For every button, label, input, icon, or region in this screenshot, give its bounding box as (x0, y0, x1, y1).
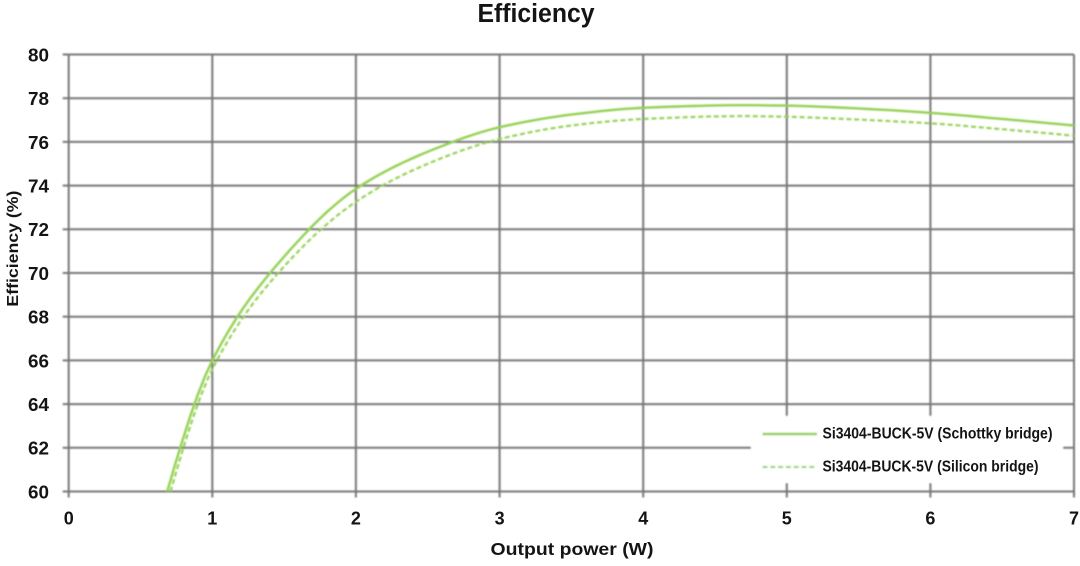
svg-text:Efficiency (%): Efficiency (%) (5, 191, 22, 307)
svg-text:4: 4 (638, 508, 648, 528)
svg-text:7: 7 (1069, 508, 1079, 528)
svg-text:72: 72 (28, 220, 49, 240)
svg-text:2: 2 (351, 508, 361, 528)
svg-text:Output power (W): Output power (W) (491, 539, 654, 559)
svg-text:76: 76 (28, 133, 49, 153)
svg-text:Si3404-BUCK-5V (Silicon bridge: Si3404-BUCK-5V (Silicon bridge) (823, 459, 1039, 476)
svg-text:1: 1 (207, 508, 217, 528)
svg-text:68: 68 (28, 308, 49, 328)
svg-text:78: 78 (28, 89, 49, 109)
svg-text:Efficiency: Efficiency (478, 0, 596, 28)
svg-text:80: 80 (28, 45, 49, 65)
svg-text:0: 0 (64, 508, 74, 528)
svg-text:62: 62 (28, 439, 49, 459)
svg-text:70: 70 (28, 264, 49, 284)
svg-text:3: 3 (495, 508, 505, 528)
svg-text:60: 60 (28, 482, 49, 502)
svg-text:Si3404-BUCK-5V (Schottky bridg: Si3404-BUCK-5V (Schottky bridge) (823, 426, 1053, 443)
svg-text:66: 66 (28, 351, 49, 371)
svg-text:64: 64 (28, 395, 49, 415)
svg-text:74: 74 (28, 177, 49, 197)
svg-text:5: 5 (782, 508, 792, 528)
svg-text:6: 6 (925, 508, 935, 528)
